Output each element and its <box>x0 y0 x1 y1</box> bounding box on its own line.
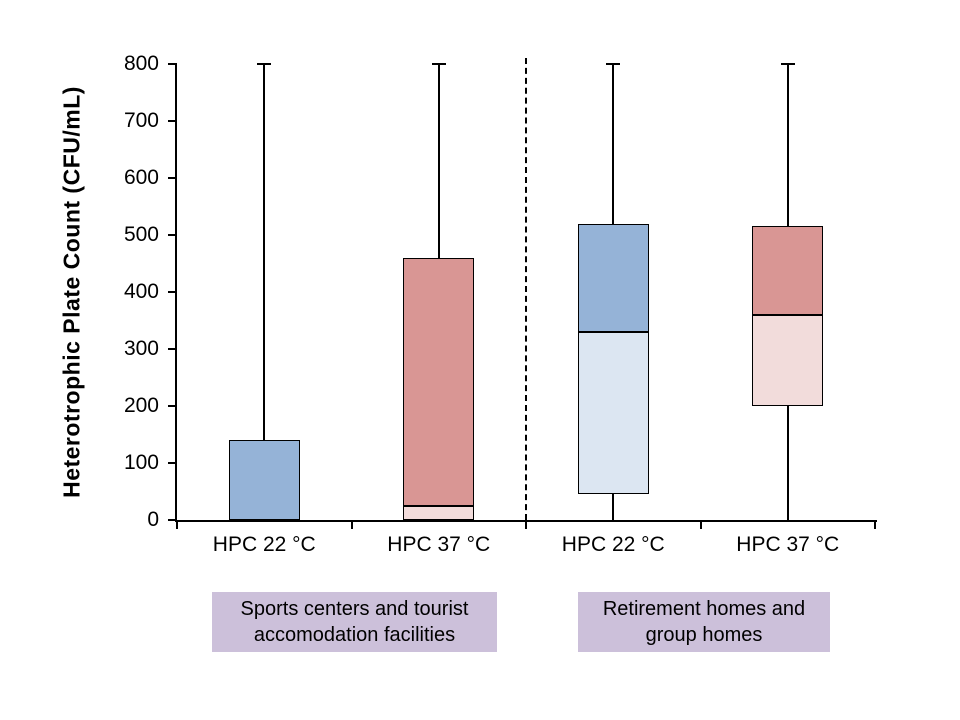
x-axis-label-retirement-hpc37: HPC 37 °C <box>736 533 840 556</box>
boxplot-sports-hpc37-upper-whisker <box>437 64 440 258</box>
y-axis-tick-label: 600 <box>123 166 159 189</box>
boxplot-retirement-hpc37-lower-whisker <box>786 406 789 520</box>
y-axis-tick-label: 800 <box>123 52 159 75</box>
boxplot-sports-hpc22-upper-whisker <box>263 64 266 441</box>
y-axis-tick-mark <box>168 120 177 122</box>
y-axis-tick-label: 400 <box>123 280 159 303</box>
y-axis-tick-label: 100 <box>123 451 159 474</box>
x-axis-tick-mark <box>525 522 527 529</box>
boxplot-retirement-hpc22-upper-whisker <box>612 64 615 224</box>
x-axis-tick-mark <box>350 522 353 529</box>
x-axis-tick-mark <box>176 522 178 529</box>
x-axis-tick-mark <box>874 522 876 529</box>
x-axis-tick-mark <box>699 522 702 529</box>
boxplot-sports-hpc37-upper-whisker-cap <box>431 63 446 65</box>
y-axis-tick-mark <box>168 348 177 350</box>
group-separator-line <box>525 58 527 520</box>
y-axis-tick-label: 500 <box>123 223 159 246</box>
group-label-sports: Sports centers and tourist accomodation … <box>212 592 497 652</box>
boxplot-retirement-hpc22-box-upper <box>577 223 649 332</box>
boxplot-retirement-hpc22-lower-whisker <box>612 494 615 520</box>
boxplot-retirement-hpc22-box-lower <box>577 331 649 495</box>
boxplot-sports-hpc37-box-lower <box>403 505 475 520</box>
y-axis-tick-label: 700 <box>123 109 159 132</box>
x-axis-label-retirement-hpc22: HPC 22 °C <box>561 533 665 556</box>
y-axis-tick-mark <box>168 177 177 179</box>
boxplot-retirement-hpc37-upper-whisker-cap <box>780 63 795 65</box>
boxplot-retirement-hpc22-upper-whisker-cap <box>606 63 621 65</box>
y-axis-tick-label: 300 <box>123 337 159 360</box>
boxplot-sports-hpc22-box-upper <box>228 440 300 520</box>
x-axis-label-sports-hpc22: HPC 22 °C <box>212 533 316 556</box>
y-axis-tick-mark <box>168 462 177 464</box>
x-axis-line <box>175 520 877 522</box>
boxplot-retirement-hpc37-upper-whisker <box>786 64 789 227</box>
x-axis-label-sports-hpc37: HPC 37 °C <box>387 533 491 556</box>
group-label-retirement: Retirement homes and group homes <box>578 592 830 652</box>
y-axis-tick-label: 0 <box>147 508 159 531</box>
y-axis-line <box>175 63 177 522</box>
y-axis-tick-mark <box>168 234 177 236</box>
y-axis-tick-mark <box>168 63 177 65</box>
boxplot-sports-hpc22-upper-whisker-cap <box>257 63 272 65</box>
y-axis-title: Heterotrophic Plate Count (CFU/mL) <box>58 86 85 498</box>
boxplot-retirement-hpc37-box-lower <box>752 314 824 406</box>
y-axis-tick-mark <box>168 519 177 521</box>
y-axis-tick-label: 200 <box>123 394 159 417</box>
y-axis-tick-mark <box>168 291 177 293</box>
boxplot-sports-hpc37-box-upper <box>403 257 475 506</box>
y-axis-tick-mark <box>168 405 177 407</box>
boxplot-retirement-hpc37-box-upper <box>752 226 824 315</box>
